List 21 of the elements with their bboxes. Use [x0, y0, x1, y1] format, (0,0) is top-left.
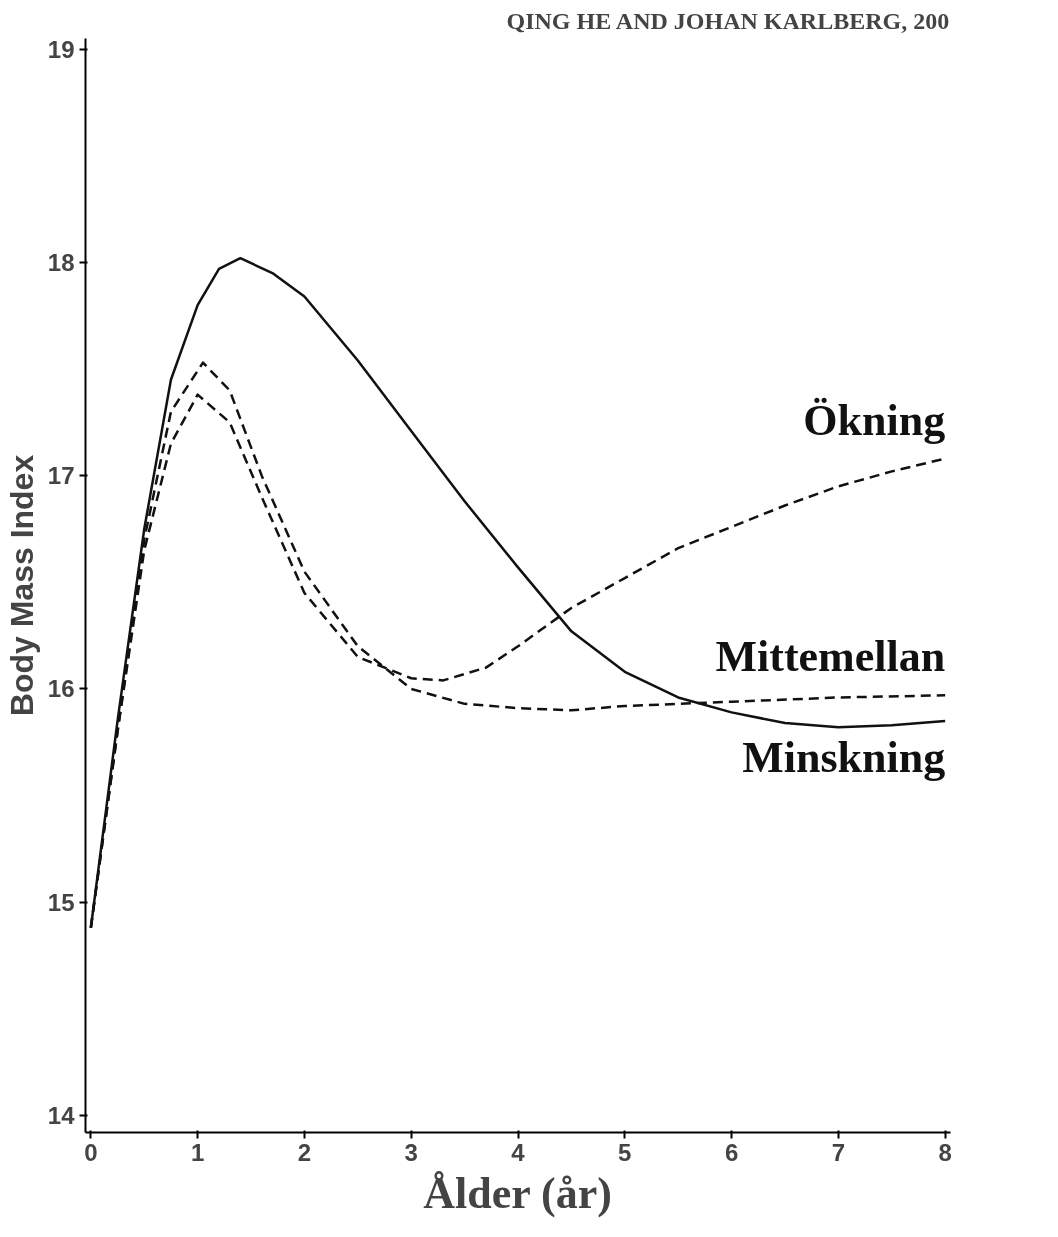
x-tick-label: 7 — [831, 1138, 846, 1166]
x-tick-label: 5 — [618, 1138, 632, 1166]
series-label: Minskning — [742, 732, 946, 782]
x-axis-title: Ålder (år) — [423, 1168, 612, 1218]
y-axis-title: Body Mass Index — [3, 454, 40, 717]
x-tick-label: 8 — [938, 1138, 952, 1166]
y-tick-label: 14 — [47, 1101, 76, 1129]
y-tick-label: 17 — [47, 462, 75, 490]
text: QING HE AND JOHAN KARLBERG, 200 — [506, 7, 950, 34]
x-tick-label: 0 — [84, 1138, 98, 1166]
y-tick-label: 16 — [47, 675, 75, 703]
x-tick-label: 4 — [511, 1138, 526, 1166]
series-label: Mittemellan — [715, 632, 946, 682]
x-tick-label: 2 — [297, 1138, 312, 1166]
y-tick-label: 15 — [47, 888, 75, 916]
y-tick-label: 19 — [47, 35, 75, 63]
y-tick-label: 18 — [47, 248, 75, 276]
series-label: Ökning — [803, 395, 946, 445]
x-tick-label: 6 — [724, 1138, 739, 1166]
x-tick-label: 1 — [190, 1138, 205, 1166]
x-tick-label: 3 — [404, 1138, 418, 1166]
